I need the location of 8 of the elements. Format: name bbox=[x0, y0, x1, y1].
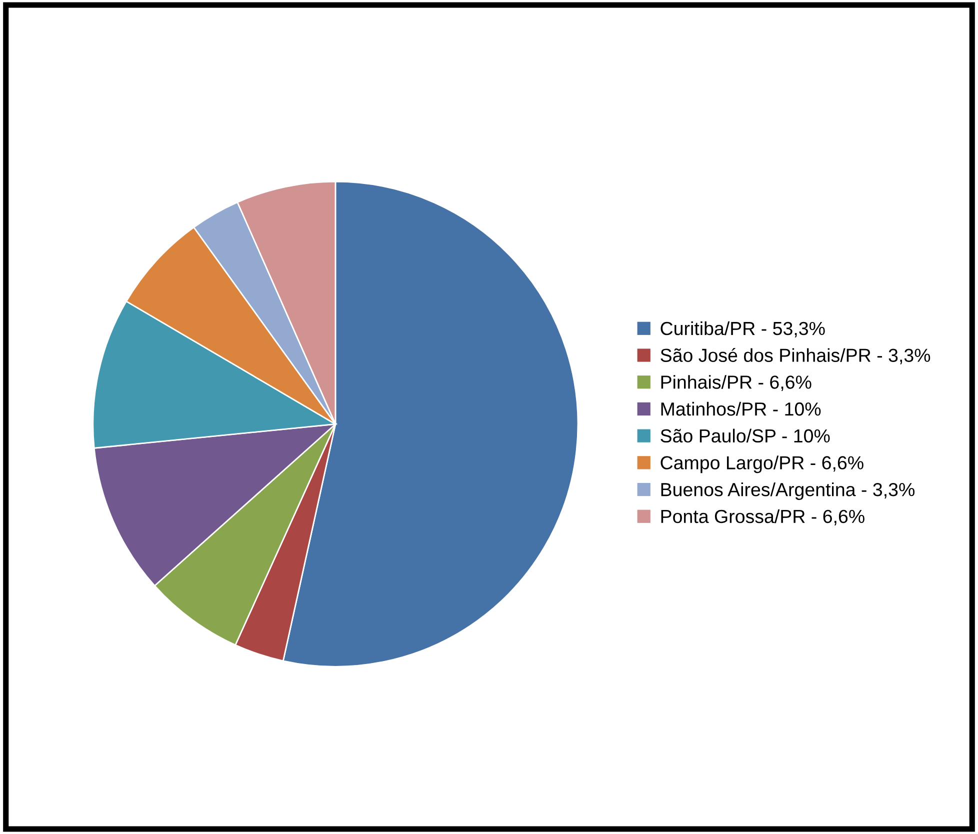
legend-label: Curitiba/PR - 53,3% bbox=[660, 321, 825, 338]
legend-label: Pinhais/PR - 6,6% bbox=[661, 375, 812, 392]
legend-label: São José dos Pinhais/PR - 3,3% bbox=[660, 348, 930, 364]
legend-label: São Paulo/SP - 10% bbox=[660, 428, 830, 443]
legend-label: Ponta Grossa/PR - 6,6% bbox=[661, 509, 864, 526]
legend-label: Matinhos/PR - 10% bbox=[661, 402, 821, 416]
legend-label: Buenos Aires/Argentina - 3,3% bbox=[661, 482, 914, 500]
legend-label: Campo Largo/PR - 6,6% bbox=[660, 456, 864, 474]
